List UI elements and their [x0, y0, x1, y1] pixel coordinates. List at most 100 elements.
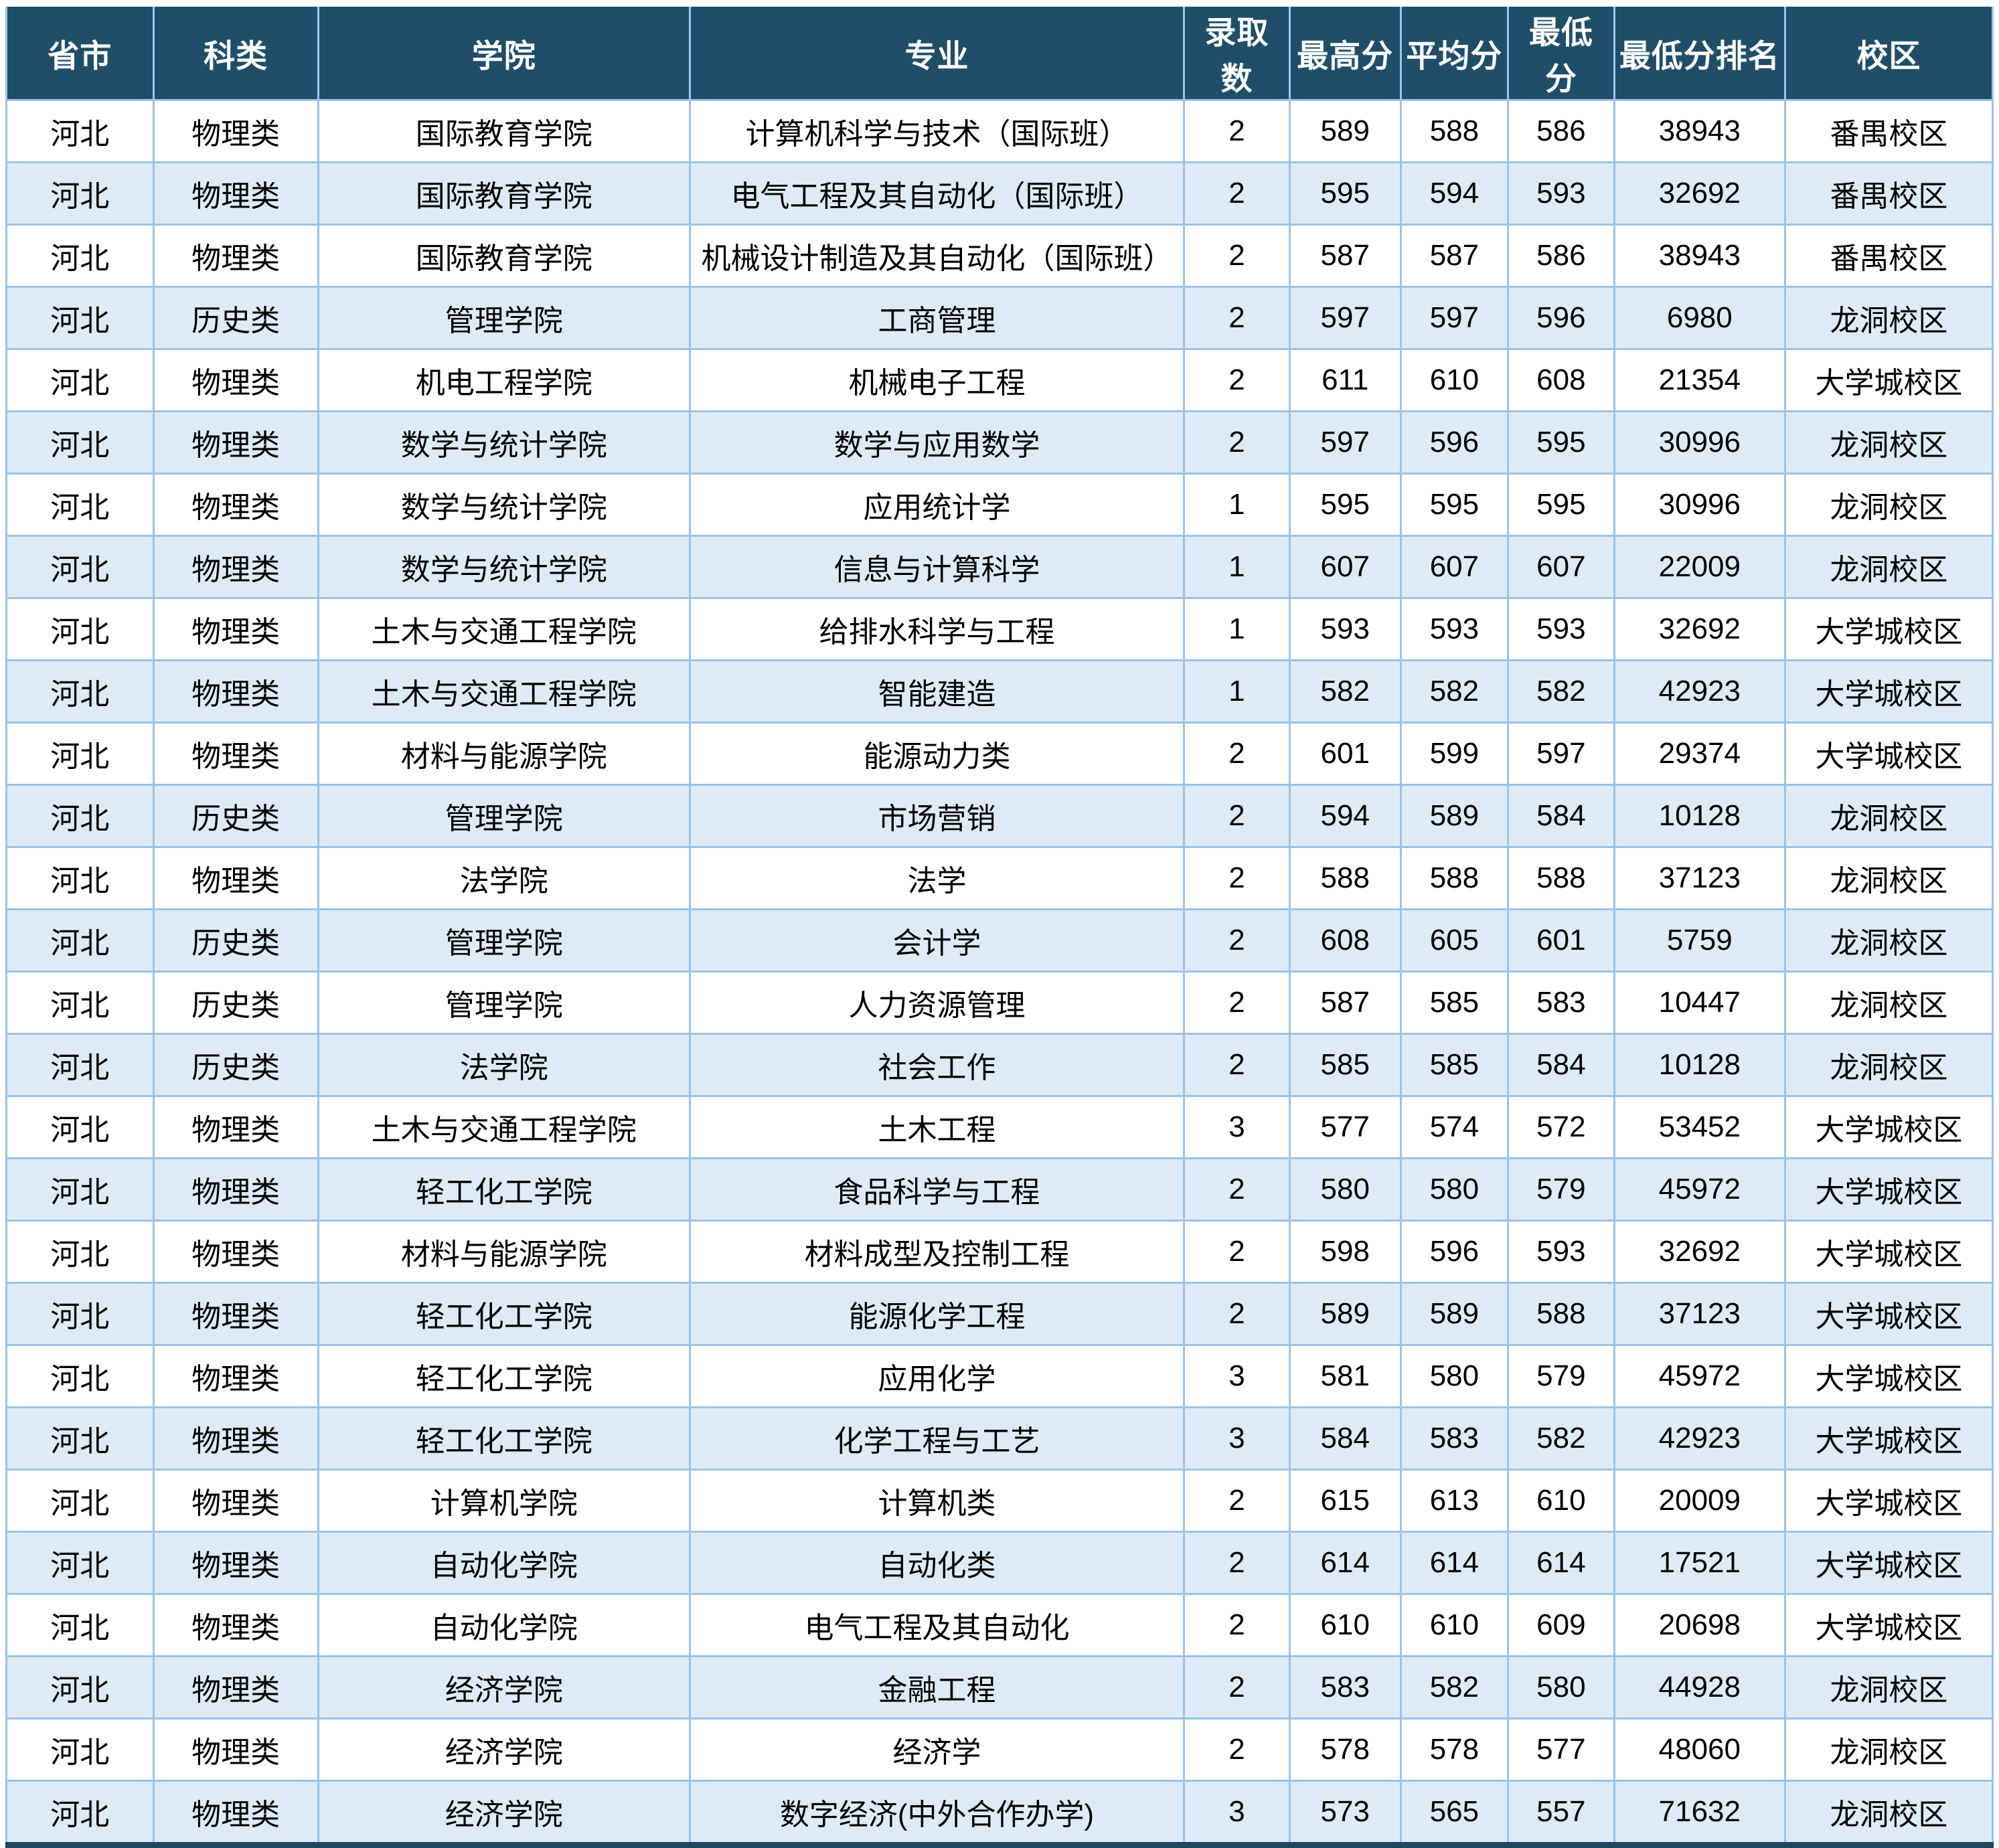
cell-admit-count: 2 [1183, 224, 1291, 288]
cell-college: 自动化学院 [317, 1593, 691, 1657]
cell-max-score: 573 [1288, 1780, 1402, 1848]
table-row: 河北 物理类 国际教育学院 电气工程及其自动化（国际班） 2 595 594 593 32692… [5, 161, 1994, 226]
cell-campus: 龙洞校区 [1783, 286, 1994, 350]
cell-min-score: 593 [1507, 1220, 1615, 1284]
cell-min-score: 586 [1507, 99, 1615, 163]
cell-college: 国际教育学院 [317, 99, 691, 163]
cell-province: 河北 [5, 473, 155, 537]
cell-avg-score: 580 [1399, 1344, 1510, 1408]
cell-min-score: 609 [1507, 1593, 1615, 1657]
cell-campus: 大学城校区 [1783, 1282, 1994, 1346]
cell-avg-score: 578 [1399, 1717, 1510, 1782]
cell-college: 轻工化工学院 [317, 1406, 691, 1471]
cell-category: 物理类 [152, 1220, 319, 1284]
table-row: 河北 物理类 轻工化工学院 化学工程与工艺 3 584 583 582 42923 大学城校区 [5, 1406, 1994, 1471]
cell-major: 能源动力类 [688, 722, 1186, 786]
cell-category: 历史类 [152, 908, 319, 973]
cell-category: 物理类 [152, 1780, 319, 1848]
cell-min-rank: 53452 [1613, 1095, 1786, 1159]
cell-min-score: 614 [1507, 1531, 1615, 1595]
cell-max-score: 615 [1288, 1468, 1402, 1533]
cell-province: 河北 [5, 971, 155, 1035]
column-header-admit-count: 录取数 [1183, 7, 1291, 101]
cell-category: 物理类 [152, 410, 319, 475]
cell-college: 数学与统计学院 [317, 410, 691, 475]
cell-avg-score: 580 [1399, 1157, 1510, 1222]
cell-category: 历史类 [152, 286, 319, 350]
cell-college: 轻工化工学院 [317, 1282, 691, 1346]
cell-min-rank: 30996 [1613, 410, 1786, 475]
cell-admit-count: 2 [1183, 1593, 1291, 1657]
cell-college: 数学与统计学院 [317, 473, 691, 537]
cell-campus: 龙洞校区 [1783, 784, 1994, 848]
cell-campus: 大学城校区 [1783, 1157, 1994, 1222]
cell-min-rank: 71632 [1613, 1780, 1786, 1848]
cell-campus: 大学城校区 [1783, 1344, 1994, 1408]
header-row: 省市 科类 学院 专业 录取数 最高分 平均分 最低分 最低分排名 校区 [5, 7, 1994, 101]
cell-campus: 龙洞校区 [1783, 1717, 1994, 1782]
cell-min-rank: 38943 [1613, 99, 1786, 163]
cell-max-score: 588 [1288, 846, 1402, 910]
column-header-province: 省市 [5, 7, 155, 101]
cell-category: 物理类 [152, 722, 319, 786]
cell-province: 河北 [5, 1282, 155, 1346]
cell-college: 经济学院 [317, 1780, 691, 1848]
cell-category: 物理类 [152, 1468, 319, 1533]
table-row: 河北 物理类 数学与统计学院 信息与计算科学 1 607 607 607 22009 龙洞校区 [5, 535, 1994, 599]
table-row: 河北 物理类 机电工程学院 机械电子工程 2 611 610 608 21354 大学城校区 [5, 348, 1994, 412]
cell-campus: 龙洞校区 [1783, 473, 1994, 537]
cell-admit-count: 2 [1183, 1282, 1291, 1346]
column-header-min-score: 最低分 [1507, 7, 1615, 101]
table-row: 河北 历史类 管理学院 人力资源管理 2 587 585 583 10447 龙洞校区 [5, 971, 1994, 1035]
cell-province: 河北 [5, 1157, 155, 1222]
cell-max-score: 614 [1288, 1531, 1402, 1595]
cell-admit-count: 2 [1183, 784, 1291, 848]
cell-admit-count: 2 [1183, 161, 1291, 226]
column-header-college: 学院 [317, 7, 691, 101]
cell-admit-count: 3 [1183, 1344, 1291, 1408]
cell-college: 土木与交通工程学院 [317, 1095, 691, 1159]
cell-admit-count: 1 [1183, 473, 1291, 537]
cell-college: 管理学院 [317, 971, 691, 1035]
cell-min-score: 596 [1507, 286, 1615, 350]
cell-min-rank: 48060 [1613, 1717, 1786, 1782]
cell-campus: 番禺校区 [1783, 224, 1994, 288]
cell-min-rank: 10447 [1613, 971, 1786, 1035]
cell-campus: 大学城校区 [1783, 1220, 1994, 1284]
cell-campus: 龙洞校区 [1783, 846, 1994, 910]
cell-college: 机电工程学院 [317, 348, 691, 412]
cell-college: 经济学院 [317, 1717, 691, 1782]
cell-avg-score: 574 [1399, 1095, 1510, 1159]
table-body: 河北 物理类 国际教育学院 计算机科学与技术（国际班） 2 589 588 586 38943 番… [5, 99, 1994, 1848]
cell-min-score: 582 [1507, 659, 1615, 724]
cell-major: 土木工程 [688, 1095, 1186, 1159]
cell-college: 法学院 [317, 1033, 691, 1097]
cell-college: 管理学院 [317, 784, 691, 848]
cell-admit-count: 2 [1183, 971, 1291, 1035]
cell-major: 化学工程与工艺 [688, 1406, 1186, 1471]
table-row: 河北 物理类 自动化学院 电气工程及其自动化 2 610 610 609 20698 大学城校区 [5, 1593, 1994, 1657]
cell-admit-count: 3 [1183, 1780, 1291, 1848]
cell-major: 机械设计制造及其自动化（国际班） [688, 224, 1186, 288]
column-header-campus: 校区 [1783, 7, 1994, 101]
table-row: 河北 物理类 数学与统计学院 应用统计学 1 595 595 595 30996 龙洞校区 [5, 473, 1994, 537]
cell-max-score: 601 [1288, 722, 1402, 786]
cell-category: 物理类 [152, 1157, 319, 1222]
table-row: 河北 物理类 土木与交通工程学院 智能建造 1 582 582 582 42923 大学城校区 [5, 659, 1994, 724]
cell-category: 物理类 [152, 161, 319, 226]
cell-campus: 大学城校区 [1783, 348, 1994, 412]
cell-major: 会计学 [688, 908, 1186, 973]
cell-min-rank: 32692 [1613, 597, 1786, 661]
cell-min-rank: 20009 [1613, 1468, 1786, 1533]
table-row: 河北 物理类 材料与能源学院 能源动力类 2 601 599 597 29374 大学城校区 [5, 722, 1994, 786]
cell-admit-count: 2 [1183, 1468, 1291, 1533]
cell-category: 物理类 [152, 1717, 319, 1782]
cell-max-score: 583 [1288, 1655, 1402, 1719]
cell-campus: 大学城校区 [1783, 1406, 1994, 1471]
cell-max-score: 597 [1288, 410, 1402, 475]
cell-max-score: 577 [1288, 1095, 1402, 1159]
cell-major: 社会工作 [688, 1033, 1186, 1097]
cell-major: 材料成型及控制工程 [688, 1220, 1186, 1284]
cell-avg-score: 585 [1399, 1033, 1510, 1097]
cell-min-score: 588 [1507, 846, 1615, 910]
